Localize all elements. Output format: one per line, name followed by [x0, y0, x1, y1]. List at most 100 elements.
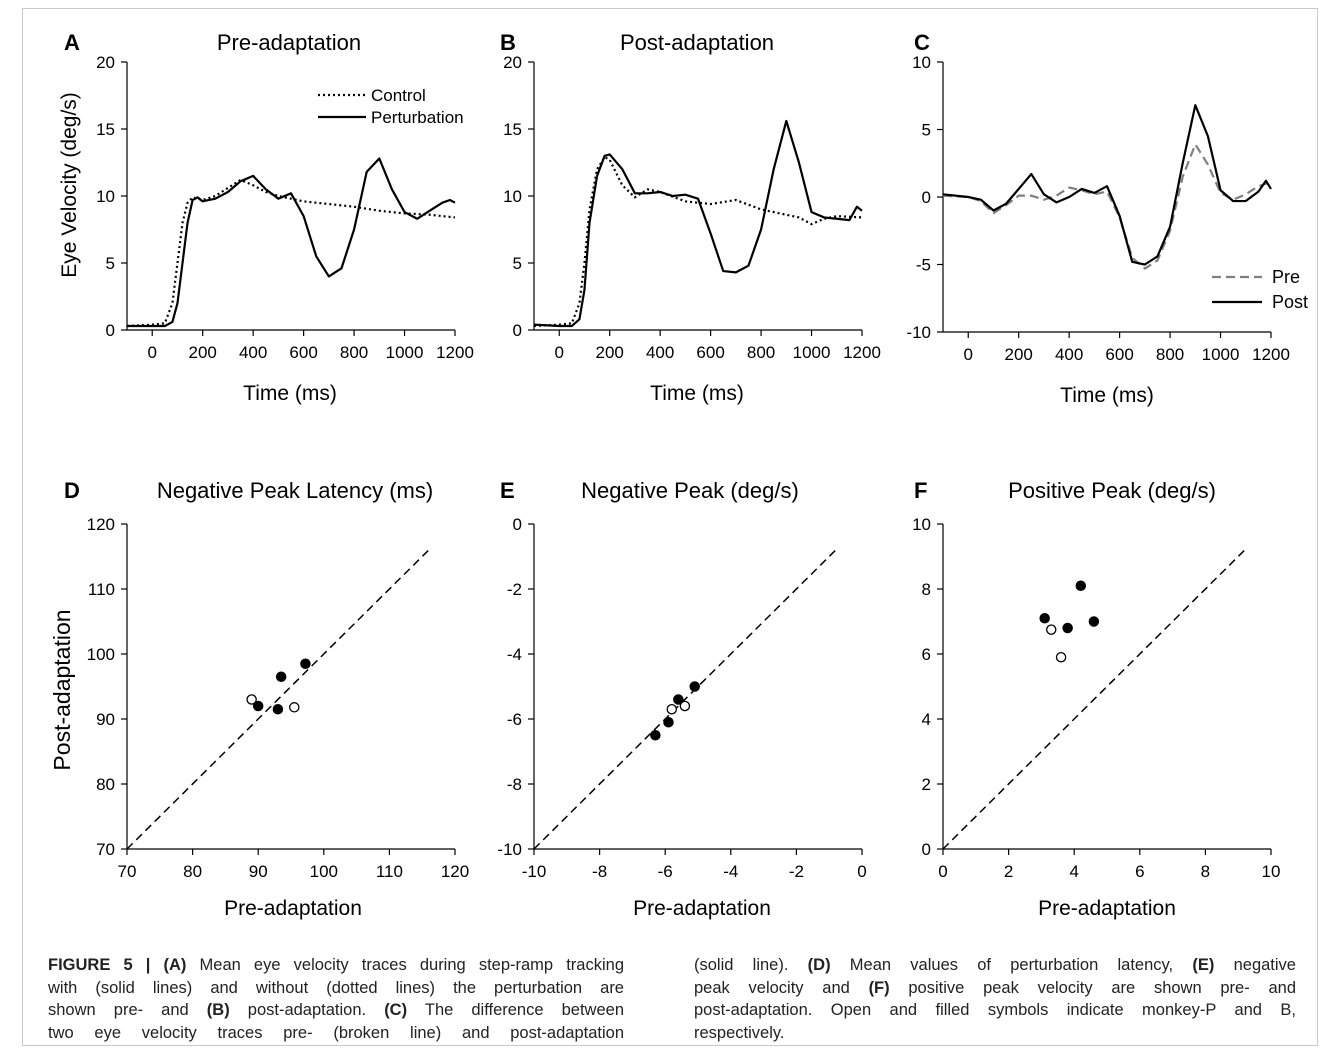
- x-axis-label: Time (ms): [1060, 384, 1154, 407]
- x-tick-label: 80: [183, 862, 202, 881]
- series-line: [942, 104, 1272, 266]
- caption-text: post-adaptation. Open and filled symbols…: [694, 1001, 1296, 1019]
- x-tick-label: 800: [340, 343, 368, 362]
- series-line: [533, 156, 863, 328]
- y-tick-label: 10: [912, 53, 931, 72]
- filled-data-point: [1039, 613, 1050, 624]
- legend-label: Control: [371, 86, 426, 105]
- panel-title: Positive Peak (deg/s): [1008, 478, 1216, 503]
- x-tick-label: 0: [554, 343, 563, 362]
- y-tick-label: 0: [513, 515, 522, 534]
- caption-line: respectively.: [694, 1022, 1296, 1045]
- y-axis-label: Eye Velocity (deg/s): [58, 92, 81, 278]
- filled-data-point: [650, 730, 661, 741]
- caption-line: two eye velocity traces pre- (broken lin…: [48, 1022, 624, 1045]
- x-tick-label: 600: [1105, 345, 1133, 364]
- filled-data-point: [252, 700, 264, 712]
- y-tick-label: -2: [507, 580, 522, 599]
- x-axis-label: Pre-adaptation: [224, 897, 362, 920]
- filled-data-point: [1075, 580, 1087, 592]
- y-tick-label: -8: [507, 775, 522, 794]
- legend-label: Pre: [1272, 267, 1300, 287]
- x-tick-label: 0: [147, 343, 156, 362]
- x-tick-label: 600: [696, 343, 724, 362]
- x-tick-label: 4: [1069, 862, 1078, 881]
- x-tick-label: 800: [1156, 345, 1184, 364]
- y-tick-label: 120: [87, 515, 115, 534]
- caption-figure-label: FIGURE 5 | (A): [48, 956, 187, 974]
- panel-title: Pre-adaptation: [217, 30, 361, 55]
- identity-line: [126, 549, 430, 850]
- x-tick-label: -8: [592, 862, 607, 881]
- y-axis-label: Post-adaptation: [49, 609, 75, 770]
- y-tick-label: 8: [922, 580, 931, 599]
- panel-title: Negative Peak Latency (ms): [157, 478, 433, 503]
- x-tick-label: 200: [1005, 345, 1033, 364]
- x-tick-label: 400: [646, 343, 674, 362]
- y-tick-label: 6: [922, 645, 931, 664]
- filled-data-point: [673, 694, 684, 705]
- y-tick-label: 90: [96, 710, 115, 729]
- caption-text: negative: [1214, 956, 1296, 974]
- y-tick-label: 4: [922, 710, 931, 729]
- filled-data-point: [1088, 616, 1100, 627]
- x-tick-label: -4: [723, 862, 738, 881]
- x-tick-label: 200: [189, 343, 217, 362]
- x-tick-label: 90: [249, 862, 268, 881]
- x-tick-label: 10: [1262, 862, 1281, 881]
- caption-text: peak velocity and: [694, 978, 869, 997]
- open-data-point: [666, 704, 678, 715]
- x-tick-label: 70: [118, 862, 137, 881]
- y-tick-label: 15: [503, 120, 522, 139]
- x-tick-label: -10: [522, 862, 547, 881]
- legend-label: Post: [1272, 292, 1308, 312]
- filled-data-point: [272, 704, 284, 715]
- y-tick-label: 5: [513, 254, 522, 273]
- caption-panel-ref: (B): [206, 1001, 230, 1019]
- y-tick-label: 10: [503, 187, 522, 206]
- x-tick-label: -6: [658, 862, 673, 881]
- filled-data-point: [663, 717, 674, 728]
- caption-line: (solid line). (D) Mean values of perturb…: [694, 954, 1296, 977]
- x-tick-label: 1200: [436, 343, 474, 362]
- x-tick-label: 1200: [1252, 345, 1290, 364]
- identity-line: [533, 549, 837, 850]
- x-tick-label: 0: [857, 862, 866, 881]
- panel-letter: B: [500, 30, 516, 55]
- x-tick-label: 1000: [386, 343, 424, 362]
- caption-panel-ref: (C): [384, 1001, 408, 1019]
- x-axis-label: Time (ms): [243, 382, 337, 405]
- open-data-point: [289, 702, 300, 713]
- panel-title: Negative Peak (deg/s): [581, 478, 799, 503]
- figure-caption-right: (solid line). (D) Mean values of perturb…: [694, 954, 1296, 1044]
- y-tick-label: 2: [922, 775, 931, 794]
- caption-panel-ref: (D): [807, 956, 831, 974]
- x-tick-label: 120: [441, 862, 469, 881]
- y-tick-label: 20: [96, 53, 115, 72]
- caption-line: peak velocity and (F) positive peak velo…: [694, 977, 1296, 1000]
- y-tick-label: 10: [96, 187, 115, 206]
- x-tick-label: 0: [938, 862, 947, 881]
- caption-line: with (solid lines) and without (dotted l…: [48, 977, 624, 1000]
- figure-caption-left: FIGURE 5 | (A) Mean eye velocity traces …: [48, 954, 624, 1044]
- y-tick-label: 0: [922, 188, 931, 207]
- y-tick-label: -10: [497, 840, 522, 859]
- series-line: [533, 119, 863, 328]
- caption-text: shown pre- and: [48, 1001, 207, 1019]
- x-tick-label: 400: [1055, 345, 1083, 364]
- x-tick-label: 1000: [793, 343, 831, 362]
- caption-text: respectively.: [694, 1023, 785, 1042]
- x-tick-label: 0: [963, 345, 972, 364]
- y-tick-label: 20: [503, 53, 522, 72]
- caption-text: positive peak velocity are shown pre- an…: [889, 978, 1296, 997]
- filled-data-point: [300, 658, 311, 670]
- y-tick-label: 100: [87, 645, 115, 664]
- y-tick-label: -4: [507, 645, 522, 664]
- x-tick-label: 110: [376, 862, 403, 881]
- caption-text: The difference between: [407, 1001, 624, 1019]
- x-tick-label: 1000: [1202, 345, 1240, 364]
- panel-letter: C: [914, 30, 930, 55]
- panel-letter: E: [500, 478, 515, 503]
- caption-line: FIGURE 5 | (A) Mean eye velocity traces …: [48, 954, 624, 977]
